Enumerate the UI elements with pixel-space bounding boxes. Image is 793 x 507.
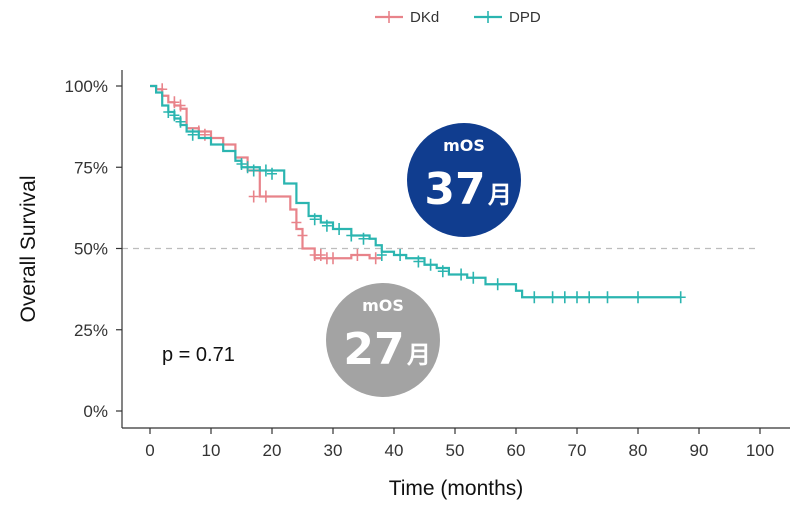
- x-tick-label: 80: [629, 441, 648, 460]
- legend-label-dkd: DKd: [410, 9, 439, 26]
- x-tick-label: 100: [746, 441, 774, 460]
- censor-mark: [584, 291, 595, 304]
- badge-circle: [407, 123, 521, 237]
- x-axis-title: Time (months): [389, 477, 524, 500]
- x-tick-label: 0: [145, 441, 154, 460]
- badge-label: mOS: [362, 296, 404, 315]
- x-tick-label: 10: [202, 441, 221, 460]
- censor-mark: [334, 223, 345, 235]
- censor-mark: [413, 255, 424, 268]
- censor-mark: [260, 164, 271, 177]
- legend-marker: [384, 11, 394, 23]
- censor-mark: [376, 249, 387, 261]
- censor-mark: [492, 278, 503, 291]
- censor-mark: [309, 213, 320, 226]
- censor-mark: [675, 291, 686, 304]
- legend: DKd DPD: [375, 9, 541, 26]
- censor-mark: [163, 106, 174, 118]
- censor-mark: [260, 190, 271, 203]
- y-axis-title: Overall Survival: [17, 175, 40, 322]
- censor-mark: [559, 291, 570, 304]
- censor-mark: [425, 258, 436, 271]
- censor-mark: [602, 291, 613, 304]
- mos-badge-dpd: mOS 37 月: [407, 123, 521, 237]
- x-tick-label: 60: [507, 441, 526, 460]
- badge-value: 37: [424, 164, 485, 215]
- censor-mark: [358, 232, 369, 245]
- ticks: 0 10 20 30 40 50 60 70 80 90 100 0% 25% 50% 75% 100%: [65, 77, 775, 460]
- badge-circle: [326, 283, 440, 397]
- mos-badge-dkd: mOS 27 月: [326, 283, 440, 397]
- badge-unit: 月: [406, 341, 431, 369]
- censor-mark: [267, 167, 277, 180]
- y-tick-label: 75%: [74, 158, 108, 177]
- badge-value: 27: [343, 324, 404, 375]
- x-tick-label: 20: [263, 441, 282, 460]
- censor-mark: [468, 271, 479, 284]
- censor-mark: [456, 268, 467, 281]
- legend-label-dpd: DPD: [509, 9, 541, 26]
- censor-mark: [321, 219, 332, 232]
- censor-mark: [529, 291, 540, 304]
- censor-mark: [437, 265, 448, 278]
- series-dpd: [150, 84, 686, 304]
- y-tick-label: 25%: [74, 321, 108, 340]
- censor-mark: [572, 291, 582, 304]
- y-tick-label: 100%: [65, 77, 108, 96]
- x-tick-label: 50: [446, 441, 465, 460]
- survival-curve-dpd: [150, 84, 681, 299]
- censor-mark: [315, 249, 326, 261]
- censor-mark: [291, 216, 302, 229]
- badge-label: mOS: [443, 136, 485, 155]
- censor-mark: [242, 161, 253, 174]
- x-tick-label: 90: [690, 441, 709, 460]
- censor-mark: [248, 190, 259, 203]
- p-value-annotation: p = 0.71: [162, 344, 235, 366]
- series: [150, 83, 686, 304]
- censor-mark: [346, 229, 357, 242]
- censor-mark: [547, 291, 558, 304]
- x-tick-label: 30: [324, 441, 343, 460]
- x-tick-label: 40: [385, 441, 404, 460]
- censor-mark: [169, 96, 180, 109]
- censor-mark: [248, 164, 259, 177]
- y-tick-label: 0%: [83, 402, 108, 421]
- censor-mark: [236, 158, 247, 170]
- censor-mark: [370, 252, 381, 265]
- series-dkd: [150, 83, 382, 265]
- censor-mark: [175, 99, 186, 112]
- y-tick-label: 50%: [74, 240, 108, 259]
- badge-unit: 月: [487, 181, 512, 209]
- censor-mark: [175, 115, 186, 128]
- censor-mark: [297, 229, 308, 242]
- censor-mark: [187, 128, 198, 141]
- censor-mark: [633, 291, 643, 304]
- legend-marker: [483, 11, 493, 23]
- censor-mark: [169, 109, 180, 122]
- x-tick-label: 70: [568, 441, 587, 460]
- censor-mark: [395, 249, 406, 261]
- censor-mark: [352, 249, 363, 261]
- censor-mark: [328, 252, 338, 265]
